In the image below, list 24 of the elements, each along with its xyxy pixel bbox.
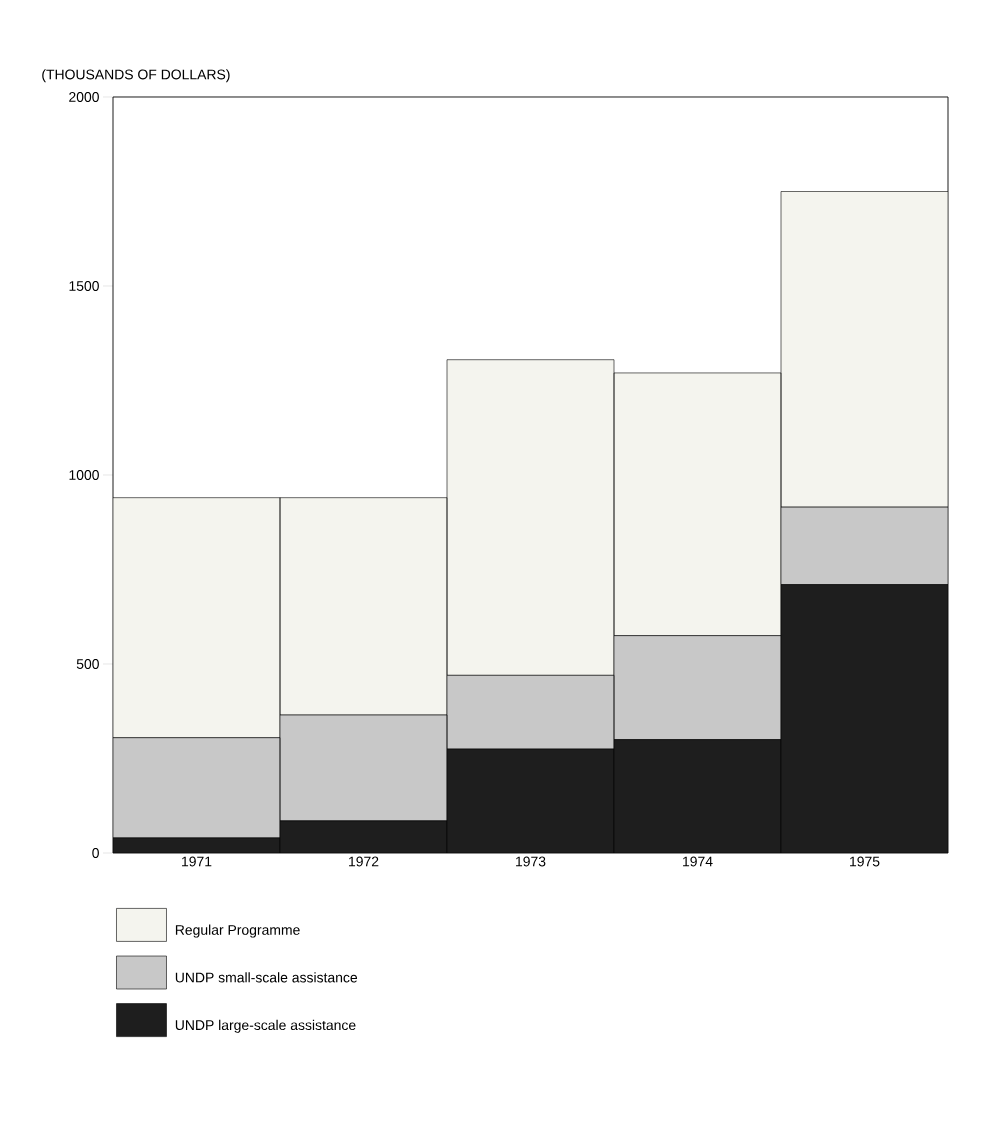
x-tick-label: 1971 bbox=[182, 856, 212, 867]
bar bbox=[446, 675, 615, 750]
x-tick-label: 1974 bbox=[683, 856, 713, 867]
x-tick-label: 1972 bbox=[349, 856, 379, 867]
bar bbox=[613, 372, 782, 636]
y-tick-label: 1000 bbox=[69, 470, 99, 480]
bar bbox=[446, 359, 615, 676]
bar bbox=[279, 714, 448, 822]
legend-label: UNDP large-scale assistance bbox=[175, 1019, 356, 1033]
y-tick-label: 0 bbox=[92, 848, 99, 858]
x-tick-label: 1973 bbox=[516, 856, 546, 867]
bar bbox=[780, 506, 949, 585]
bar bbox=[279, 497, 448, 716]
bar bbox=[113, 497, 281, 739]
y-tick-label: 1500 bbox=[69, 281, 99, 291]
y-tick-label: 2000 bbox=[69, 92, 99, 102]
legend-label: UNDP small-scale assistance bbox=[175, 972, 358, 983]
bar bbox=[780, 191, 949, 508]
bar bbox=[613, 635, 782, 740]
legend-label: Regular Programme bbox=[175, 924, 300, 938]
y-tick-label: 500 bbox=[76, 659, 99, 669]
y-axis-title: (THOUSANDS OF DOLLARS) bbox=[42, 69, 230, 83]
x-tick-label: 1975 bbox=[850, 856, 880, 867]
bar bbox=[113, 737, 281, 839]
